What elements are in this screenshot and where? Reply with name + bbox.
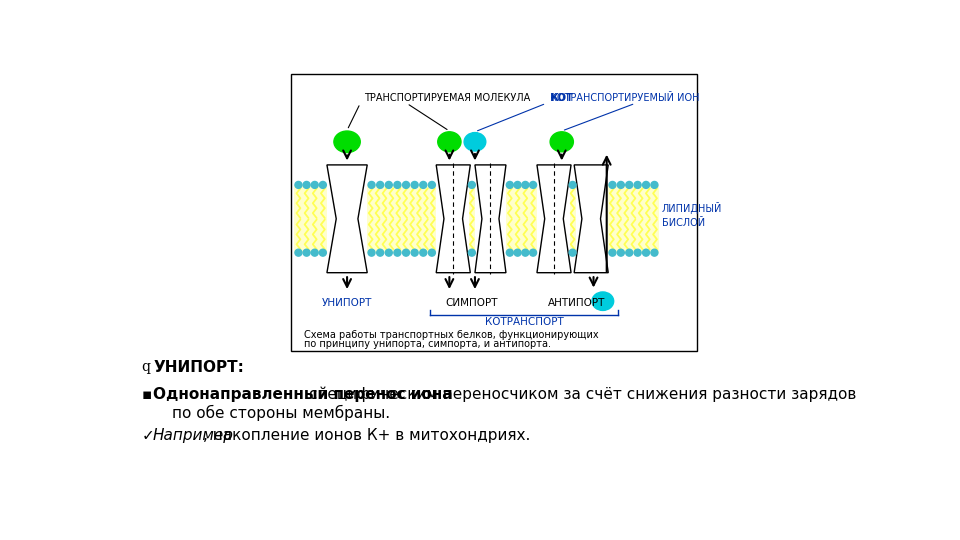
Circle shape [642, 249, 650, 256]
Circle shape [609, 181, 616, 188]
Circle shape [394, 181, 401, 188]
Bar [295, 185, 327, 253]
Text: СИМПОРТ: СИМПОРТ [445, 299, 498, 308]
Circle shape [376, 249, 384, 256]
Circle shape [642, 181, 650, 188]
Circle shape [506, 181, 514, 188]
Circle shape [411, 249, 419, 256]
Circle shape [651, 181, 658, 188]
Circle shape [428, 181, 436, 188]
Circle shape [468, 249, 475, 256]
Circle shape [402, 249, 410, 256]
Polygon shape [436, 165, 470, 273]
Circle shape [635, 181, 641, 188]
Circle shape [626, 181, 633, 188]
Text: q: q [142, 360, 151, 374]
Text: ✓: ✓ [142, 428, 155, 443]
Ellipse shape [334, 131, 360, 153]
Circle shape [320, 181, 326, 188]
Circle shape [569, 181, 576, 188]
Text: по обе стороны мембраны.: по обе стороны мембраны. [172, 405, 390, 421]
Circle shape [522, 181, 529, 188]
Circle shape [295, 181, 302, 188]
Circle shape [530, 249, 537, 256]
Circle shape [411, 181, 419, 188]
Circle shape [506, 249, 514, 256]
Text: по принципу унипорта, симпорта, и антипорта.: по принципу унипорта, симпорта, и антипо… [304, 339, 551, 348]
Polygon shape [327, 165, 368, 273]
Polygon shape [574, 165, 609, 273]
Ellipse shape [464, 132, 486, 151]
Circle shape [311, 249, 318, 256]
Text: ТРАНСПОРТИРУЕМАЯ МОЛЕКУЛА: ТРАНСПОРТИРУЕМАЯ МОЛЕКУЛА [364, 93, 530, 103]
Text: КОТРАНСПОРТИРУЕМЫЙ ИОН: КОТРАНСПОРТИРУЕМЫЙ ИОН [550, 93, 700, 103]
Text: ЛИПИДНЫЙ
БИСЛОЙ: ЛИПИДНЫЙ БИСЛОЙ [661, 202, 722, 228]
Text: ▪: ▪ [142, 387, 152, 402]
Circle shape [311, 181, 318, 188]
Circle shape [635, 249, 641, 256]
Circle shape [394, 249, 401, 256]
Circle shape [385, 249, 393, 256]
Bar [368, 185, 436, 253]
Circle shape [468, 181, 475, 188]
Circle shape [626, 249, 633, 256]
Bar [468, 185, 475, 253]
Circle shape [376, 181, 384, 188]
Circle shape [402, 181, 410, 188]
Circle shape [368, 249, 375, 256]
Circle shape [617, 249, 624, 256]
Circle shape [530, 181, 537, 188]
Circle shape [515, 181, 521, 188]
Text: КОТРАНСПОРТ: КОТРАНСПОРТ [485, 317, 564, 327]
Ellipse shape [592, 292, 613, 310]
Circle shape [368, 181, 375, 188]
Bar [506, 185, 537, 253]
Ellipse shape [438, 132, 461, 152]
Bar [569, 185, 576, 253]
Text: УНИПОРТ:: УНИПОРТ: [154, 360, 244, 375]
Circle shape [303, 181, 310, 188]
Circle shape [385, 181, 393, 188]
Ellipse shape [550, 132, 573, 152]
Text: УНИПОРТ: УНИПОРТ [322, 299, 372, 308]
Text: АНТИПОРТ: АНТИПОРТ [548, 299, 605, 308]
Circle shape [569, 249, 576, 256]
Circle shape [303, 249, 310, 256]
Text: Однонаправленный перенос иона: Однонаправленный перенос иона [153, 387, 452, 402]
Circle shape [420, 181, 427, 188]
Circle shape [609, 249, 616, 256]
Circle shape [428, 249, 436, 256]
Circle shape [522, 249, 529, 256]
Bar [291, 74, 697, 351]
Bar [609, 185, 659, 253]
Text: , накопление ионов К+ в митохондриях.: , накопление ионов К+ в митохондриях. [203, 428, 530, 443]
Polygon shape [537, 165, 571, 273]
Text: Схема работы транспортных белков, функционирующих: Схема работы транспортных белков, функци… [304, 330, 599, 340]
Circle shape [320, 249, 326, 256]
Text: КОТ: КОТ [550, 93, 573, 103]
Polygon shape [475, 165, 506, 273]
Text: Например: Например [153, 428, 233, 443]
Circle shape [651, 249, 658, 256]
Circle shape [515, 249, 521, 256]
Circle shape [617, 181, 624, 188]
Circle shape [420, 249, 427, 256]
Circle shape [295, 249, 302, 256]
Text: специфическим переносчиком за счёт снижения разности зарядов: специфическим переносчиком за счёт сниже… [303, 387, 856, 402]
